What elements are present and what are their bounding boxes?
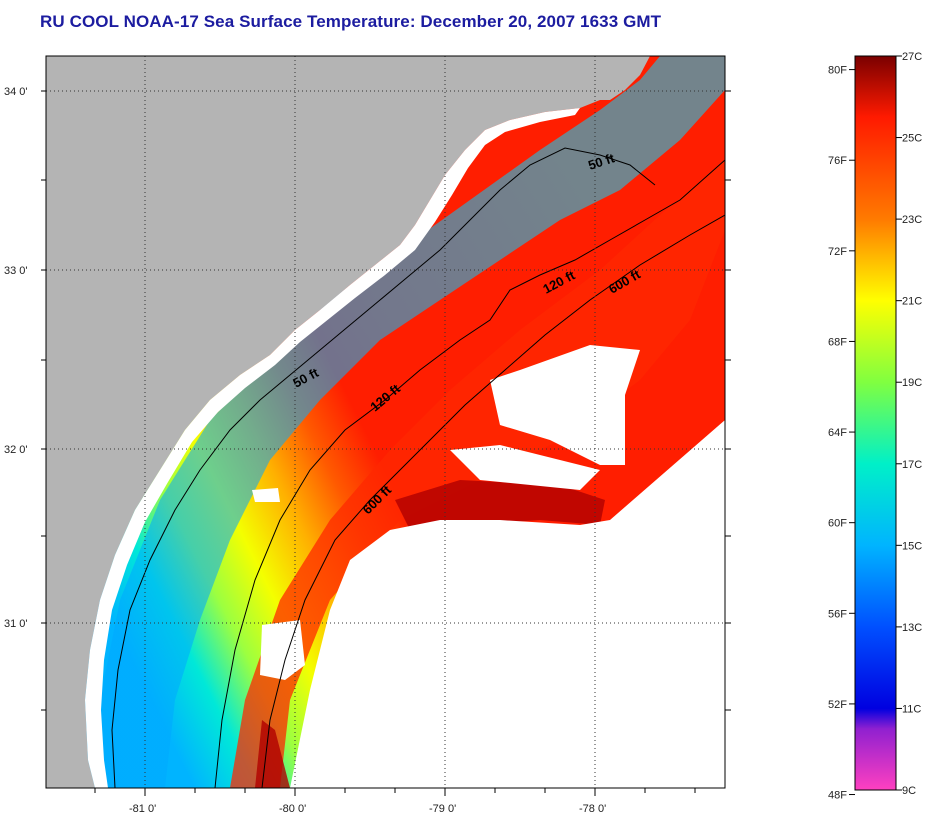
land-mass — [46, 56, 605, 788]
gulf-stream-core — [255, 480, 605, 788]
colorbar-label-c-9: 9C — [902, 785, 916, 797]
map-panel: 50 ft 50 ft 120 ft 120 ft 600 ft 600 ft — [46, 56, 725, 788]
land-upper-right — [600, 56, 650, 100]
colorbar-label-c-2: 23C — [902, 214, 922, 226]
isobath-120ft — [214, 159, 725, 788]
lon-label-80: -80 0' — [279, 803, 306, 815]
colorbar-label-c-1: 25C — [902, 133, 922, 145]
colorbar-label-f-4: 64F — [828, 427, 847, 439]
lat-label-32: 32 0' — [4, 444, 28, 456]
lat-label-34: 34 0' — [4, 86, 28, 98]
cloud-patch-2 — [450, 445, 600, 490]
coastal-strip — [85, 108, 580, 788]
colorbar-label-c-8: 11C — [902, 703, 921, 715]
lon-label-78: -78 0' — [579, 803, 606, 815]
isobath-50ft — [111, 147, 656, 788]
colorbar-label-f-6: 56F — [828, 608, 847, 620]
colorbar-label-f-3: 68F — [828, 336, 847, 348]
colorbar-label-f-7: 52F — [828, 699, 847, 711]
colorbar-fahrenheit-labels: 80F 76F 72F 68F 64F 60F 56F 52F 48F — [828, 65, 847, 802]
colorbar — [855, 56, 896, 790]
map-frame — [45, 55, 726, 789]
lon-label-79: -79 0' — [429, 803, 456, 815]
isobath-600ft — [261, 214, 725, 788]
colorbar-label-f-0: 80F — [828, 65, 847, 77]
cloud-patch-1 — [490, 345, 640, 465]
lat-label-33: 33 0' — [4, 265, 28, 277]
map-title: RU COOL NOAA-17 Sea Surface Temperature:… — [40, 12, 662, 31]
colorbar-celsius-labels: 27C 25C 23C 21C 19C 17C 15C 13C 11C 9C — [902, 51, 922, 797]
cloud-patch-4 — [252, 488, 280, 502]
colorbar-label-c-4: 19C — [902, 377, 922, 389]
colorbar-ticks — [849, 55, 902, 796]
colorbar-frame — [854, 55, 897, 791]
colorbar-label-c-3: 21C — [902, 296, 922, 308]
cloud-cover — [290, 420, 725, 788]
lon-label-81: -81 0' — [129, 803, 156, 815]
lat-label-31: 31 0' — [4, 618, 28, 630]
axis-ticks — [41, 90, 731, 796]
colorbar-label-c-6: 15C — [902, 540, 922, 552]
nearshore-cool-band — [96, 56, 725, 788]
colorbar-label-c-5: 17C — [902, 459, 922, 471]
colorbar-label-f-2: 72F — [828, 246, 847, 258]
colorbar-label-c-0: 27C — [902, 51, 922, 63]
colorbar-label-f-1: 76F — [828, 155, 847, 167]
colorbar-label-f-5: 60F — [828, 518, 847, 530]
colorbar-label-f-8: 48F — [828, 790, 847, 802]
colorbar-label-c-7: 13C — [902, 622, 922, 634]
